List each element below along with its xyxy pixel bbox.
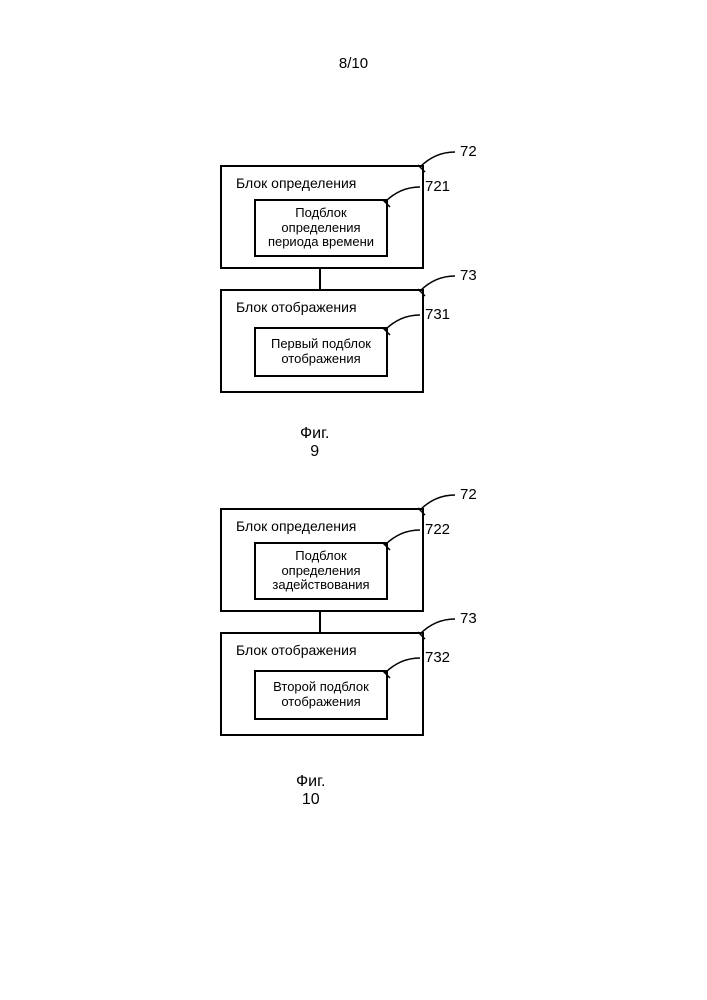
fig9-subblock-721: Подблок определения периода времени — [254, 199, 388, 257]
fig9-ref-72: 72 — [460, 143, 477, 160]
fig10-subblock-732: Второй подблок отображения — [254, 670, 388, 720]
fig10-ref-73: 73 — [460, 610, 477, 627]
fig9-caption: Фиг. 9 — [300, 425, 329, 461]
fig10-ref-722: 722 — [425, 521, 450, 538]
fig10-caption: Фиг. 10 — [296, 773, 325, 809]
fig10-block-72: Блок определения Подблок определения зад… — [220, 508, 424, 612]
fig9-block-73: Блок отображения Первый подблок отображе… — [220, 289, 424, 393]
fig9-block-72: Блок определения Подблок определения пер… — [220, 165, 424, 269]
fig9-connector — [318, 267, 322, 289]
fig9-subblock-721-text: Подблок определения периода времени — [268, 206, 374, 251]
fig10-block-73-title: Блок отображения — [236, 642, 357, 658]
fig10-subblock-722: Подблок определения задействования — [254, 542, 388, 600]
fig9-subblock-731: Первый подблок отображения — [254, 327, 388, 377]
fig10-ref-72: 72 — [460, 486, 477, 503]
fig9-ref-721: 721 — [425, 178, 450, 195]
fig10-block-73: Блок отображения Второй подблок отображе… — [220, 632, 424, 736]
fig10-block-72-title: Блок определения — [236, 518, 356, 534]
fig9-ref-73: 73 — [460, 267, 477, 284]
fig10-connector — [318, 610, 322, 632]
fig9-block-72-title: Блок определения — [236, 175, 356, 191]
fig10-subblock-722-text: Подблок определения задействования — [272, 549, 369, 594]
fig9-block-73-title: Блок отображения — [236, 299, 357, 315]
fig10-ref-732: 732 — [425, 649, 450, 666]
fig9-subblock-731-text: Первый подблок отображения — [271, 337, 371, 367]
fig10-subblock-732-text: Второй подблок отображения — [273, 680, 369, 710]
page-number: 8/10 — [0, 55, 707, 72]
fig9-ref-731: 731 — [425, 306, 450, 323]
